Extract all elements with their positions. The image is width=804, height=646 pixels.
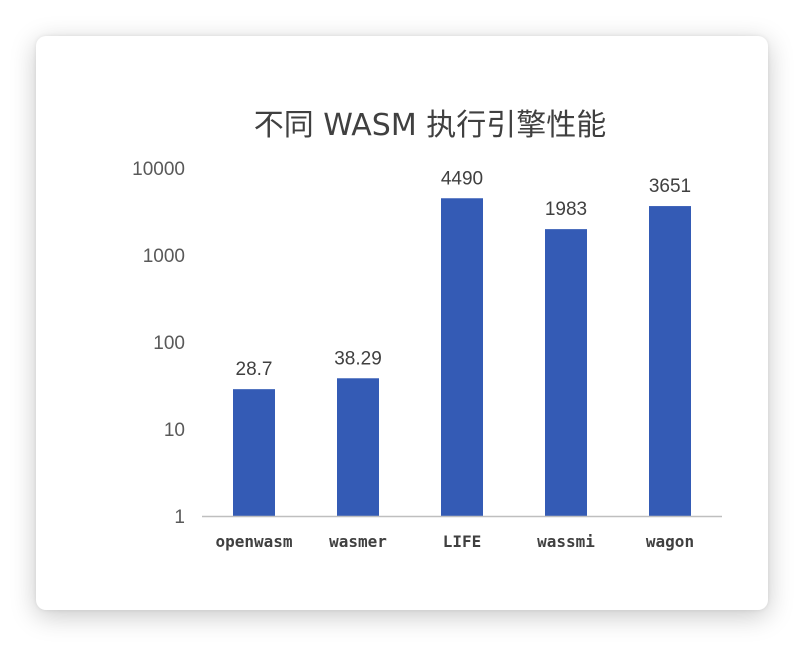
bar-openwasm (233, 389, 275, 516)
x-tick-label: wassmi (537, 532, 595, 551)
x-tick-label: openwasm (215, 532, 292, 551)
y-axis-ticks: 1 10 100 1000 10000 (132, 159, 185, 528)
bar-life (441, 198, 483, 516)
chart-card (36, 36, 768, 610)
x-tick-label: wagon (646, 532, 694, 551)
y-tick-label: 10000 (132, 159, 185, 180)
data-label: 3651 (649, 176, 691, 197)
bar-wassmi (545, 229, 587, 516)
data-label: 4490 (441, 168, 483, 189)
y-tick-label: 1000 (143, 246, 185, 267)
data-labels: 28.7 38.29 4490 1983 3651 (236, 168, 692, 380)
bar-wasmer (337, 378, 379, 516)
data-label: 28.7 (236, 359, 273, 380)
y-tick-label: 1 (174, 507, 185, 528)
chart-title: 不同 WASM 执行引擎性能 (254, 108, 607, 143)
x-tick-label: LIFE (443, 532, 482, 551)
data-label: 38.29 (334, 348, 382, 369)
y-tick-label: 10 (164, 420, 185, 441)
x-tick-label: wasmer (329, 532, 387, 551)
x-axis-labels: openwasm wasmer LIFE wassmi wagon (215, 532, 694, 551)
bar-wagon (649, 206, 691, 516)
bars (233, 198, 691, 516)
y-tick-label: 100 (153, 333, 185, 354)
data-label: 1983 (545, 199, 587, 220)
